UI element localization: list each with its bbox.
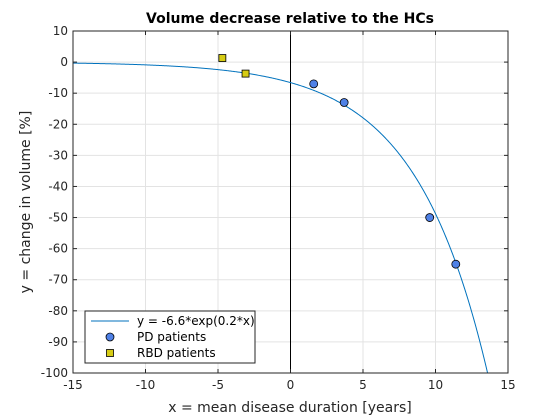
pd-point [309, 79, 319, 89]
y-tick-label: -50 [48, 211, 68, 225]
y-tick-label: -10 [48, 86, 68, 100]
y-tick-label: 0 [60, 55, 68, 69]
x-tick-label: -5 [212, 378, 224, 392]
x-tick-label: 5 [359, 378, 367, 392]
y-tick-label: -90 [48, 335, 68, 349]
chart-title: Volume decrease relative to the HCs [146, 11, 434, 27]
y-tick-label: -100 [41, 366, 68, 380]
y-tick-label: -30 [48, 148, 68, 162]
y-tick-label: -20 [48, 117, 68, 131]
x-tick-label: 0 [287, 378, 295, 392]
legend-label: y = -6.6*exp(0.2*x) [137, 314, 255, 328]
rbd-point [218, 54, 227, 62]
y-axis-title: y = change in volume [%] [18, 111, 34, 294]
pd-point [451, 259, 461, 269]
y-tick-label: -60 [48, 242, 68, 256]
y-tick-label: 10 [53, 24, 68, 38]
legend-label: RBD patients [137, 346, 216, 360]
axis-ticks: -15 -10 -5 0 5 10 15100-10-20-30-40-50-60-70-8… [41, 24, 516, 392]
legend-label: PD patients [137, 330, 206, 344]
legend-square-swatch [106, 349, 114, 357]
x-tick-label: 15 [500, 378, 515, 392]
fit-curve [72, 62, 489, 374]
pd-point [339, 98, 349, 107]
y-tick-label: -80 [48, 304, 68, 318]
data-points [218, 54, 461, 269]
y-tick-label: -70 [48, 273, 68, 287]
x-tick-label: -15 [63, 378, 83, 392]
x-axis-title: x = mean disease duration [years] [168, 400, 412, 416]
x-tick-label: -10 [136, 378, 156, 392]
legend-circle-swatch [105, 332, 115, 342]
legend: y = -6.6*exp(0.2*x) PD patients RBD patien… [84, 310, 256, 364]
rbd-point [241, 69, 250, 78]
x-tick-label: 10 [428, 378, 443, 392]
pd-point [425, 213, 435, 222]
y-tick-label: -40 [48, 179, 68, 193]
